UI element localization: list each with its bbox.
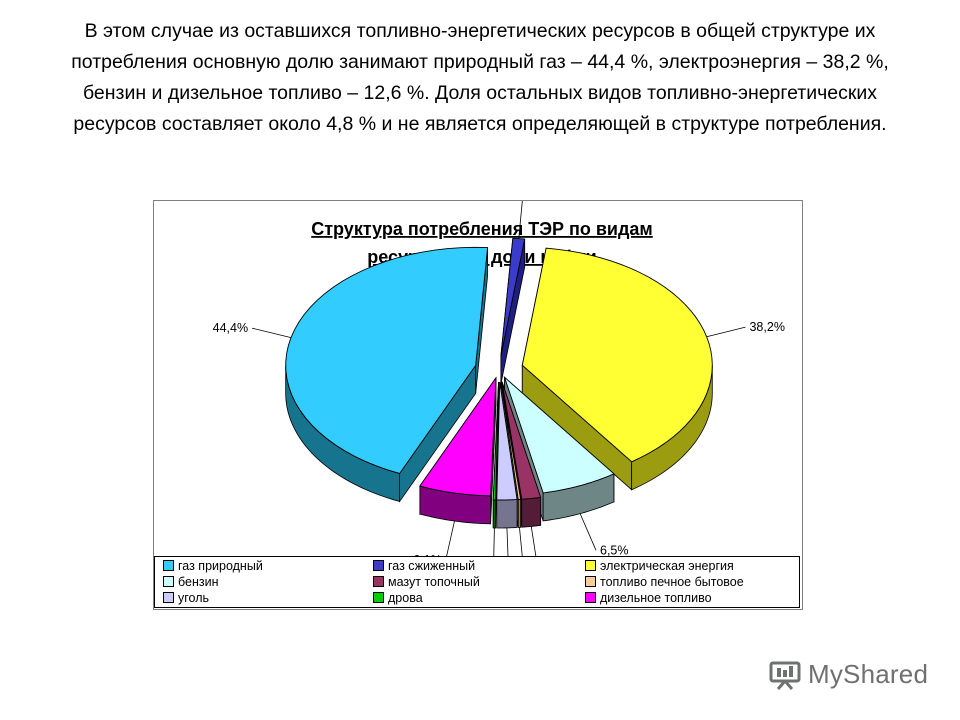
- pie-slices: [285, 237, 713, 529]
- leader-line-электрическая-энергия: [706, 326, 746, 338]
- legend-item-уголь: уголь: [163, 591, 209, 605]
- legend-item-дрова: дрова: [373, 591, 423, 605]
- chart-legend: газ природный газ сжиженный электрическая …: [154, 556, 800, 608]
- legend-swatch: [585, 592, 596, 603]
- description-paragraph: В этом случае из оставшихся топливно-эне…: [71, 20, 889, 135]
- legend-label: газ сжиженный: [388, 559, 476, 573]
- legend-label: электрическая энергия: [600, 559, 734, 573]
- legend-label: газ природный: [178, 559, 263, 573]
- slice-дрова: [492, 381, 500, 529]
- legend-item-электрическая-энергия: электрическая энергия: [585, 559, 734, 573]
- presentation-icon: [769, 661, 801, 690]
- legend-item-мазут-топочный: мазут топочный: [373, 575, 480, 589]
- watermark-logo: MyShared: [768, 656, 928, 692]
- slice-газ-сжиженный: [500, 237, 526, 385]
- legend-label: мазут топочный: [388, 575, 480, 589]
- watermark-text: MyShared: [808, 658, 929, 689]
- data-label-бензин: 6,5%: [600, 543, 629, 557]
- legend-item-газ-сжиженный: газ сжиженный: [373, 559, 475, 573]
- leader-line-газ-сжиженный: [518, 201, 523, 239]
- chart-title-line-1: Структура потребления ТЭР по видам: [311, 219, 653, 239]
- legend-swatch: [373, 592, 384, 603]
- slice-дизельное-топливо: [419, 376, 497, 525]
- legend-swatch: [163, 576, 174, 587]
- legend-label: дизельное топливо: [600, 591, 712, 605]
- legend-swatch: [373, 560, 384, 571]
- legend-item-газ-природный: газ природный: [163, 559, 263, 573]
- data-label-газ-природный: 44,4%: [213, 321, 248, 335]
- leader-line-газ-природный: [252, 327, 292, 338]
- slice-электрическая-энергия: [521, 247, 713, 491]
- data-label-электрическая-энергия: 38,2%: [749, 320, 784, 334]
- legend-label: топливо печное бытовое: [600, 575, 744, 589]
- legend-swatch: [163, 592, 174, 603]
- leader-line-дизельное-топливо: [445, 520, 455, 561]
- legend-swatch: [373, 576, 384, 587]
- legend-label: дрова: [388, 591, 423, 605]
- leader-line-бензин: [579, 513, 597, 551]
- legend-item-бензин: бензин: [163, 575, 219, 589]
- legend-item-дизельное-топливо: дизельное топливо: [585, 591, 712, 605]
- pie-chart-canvas: Структура потребления ТЭР по видам ресур…: [213, 201, 785, 597]
- legend-swatch: [585, 560, 596, 571]
- slice-уголь: [496, 381, 518, 529]
- pie-chart: Структура потребления ТЭР по видам ресур…: [153, 200, 803, 610]
- legend-item-топливо-печное-бытовое: топливо печное бытовое: [585, 575, 744, 589]
- legend-swatch: [585, 576, 596, 587]
- legend-label: бензин: [178, 575, 219, 589]
- legend-label: уголь: [178, 591, 210, 605]
- legend-swatch: [163, 560, 174, 571]
